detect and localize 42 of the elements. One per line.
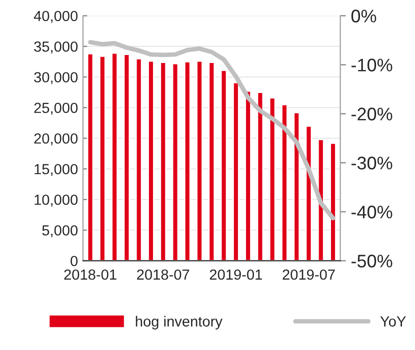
bar: [184, 60, 191, 261]
bar: [123, 54, 130, 261]
bar: [244, 90, 252, 261]
bar: [98, 55, 106, 261]
bar: [220, 70, 228, 261]
y-tick-label: 0: [70, 256, 78, 266]
bar: [172, 62, 179, 261]
bar: [293, 112, 300, 261]
y-tick-label: 40,000: [34, 10, 78, 23]
y2-tick-label: -40%: [352, 206, 392, 218]
bar: [86, 53, 94, 261]
x-tick-label: 2018-01: [64, 269, 116, 280]
bar: [160, 62, 167, 261]
y2-tick-label: -50%: [352, 254, 392, 268]
bar: [208, 62, 216, 261]
bar: [111, 52, 118, 261]
bar: [196, 60, 203, 261]
bar: [330, 142, 336, 261]
bar: [256, 92, 264, 261]
legend-label: YoY: [380, 316, 406, 327]
x-tick-label: 2019-01: [210, 269, 262, 280]
y-tick-label: 35,000: [34, 41, 78, 54]
y-tick-label: 30,000: [34, 72, 78, 84]
line-series: [88, 40, 336, 220]
x-tick-label: 2019-07: [282, 269, 335, 280]
bar: [135, 58, 142, 261]
bar: [268, 97, 276, 261]
bar: [148, 60, 154, 261]
bar: [232, 82, 240, 261]
x-tick-label: 2018-07: [137, 269, 190, 280]
bar: [281, 104, 288, 261]
y2-tick-label: -20%: [352, 108, 392, 120]
y2-tick-label: -30%: [352, 156, 392, 170]
y-tick-label: 20,000: [34, 133, 78, 146]
legend-label: hog inventory: [136, 316, 222, 330]
y2-tick-label: 0%: [351, 10, 376, 22]
y-tick-label: 5,000: [42, 225, 78, 238]
y-tick-label: 15,000: [34, 164, 78, 176]
y-tick-label: 25,000: [34, 102, 78, 115]
bar: [317, 138, 324, 261]
y2-tick-label: -10%: [352, 58, 392, 72]
y-tick-label: 10,000: [34, 194, 78, 207]
